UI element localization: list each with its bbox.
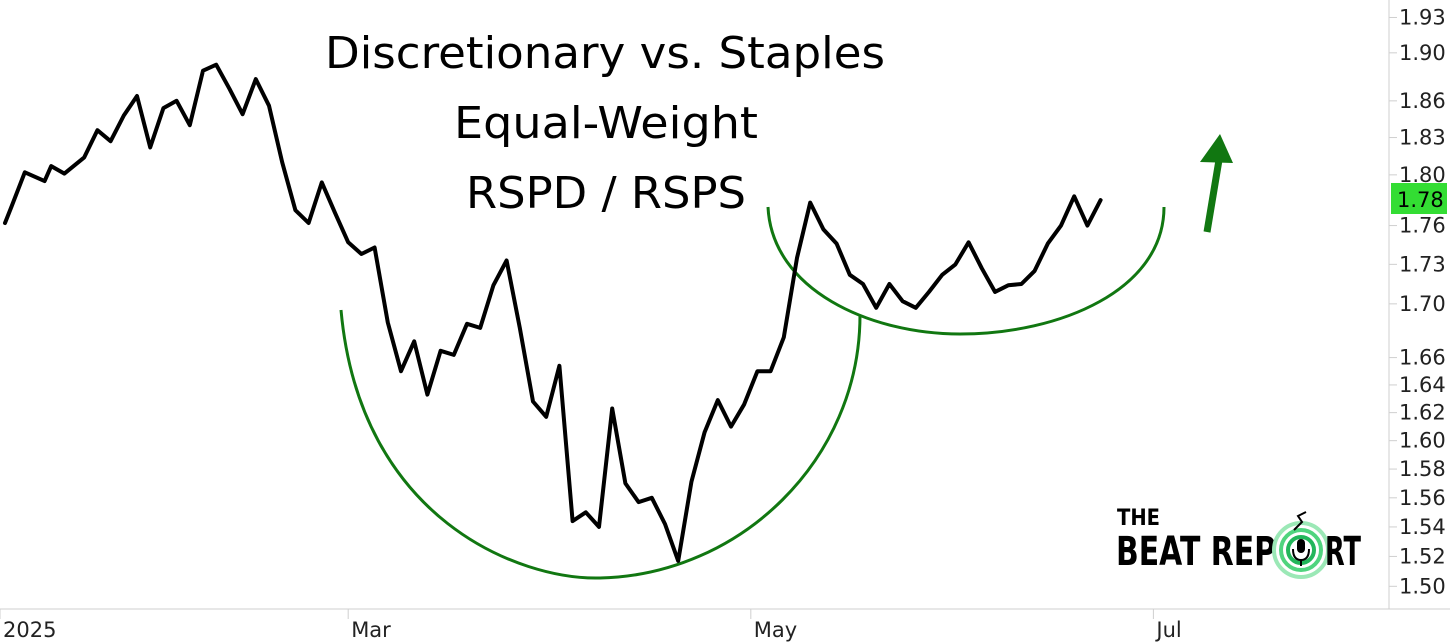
y-tick-label: 1.86 [1399, 89, 1446, 113]
y-tick-label: 1.80 [1399, 163, 1446, 187]
last-value-label: 1.78 [1397, 188, 1444, 212]
y-tick-label: 1.60 [1399, 429, 1446, 453]
y-tick-label: 1.66 [1399, 346, 1446, 370]
title-line-3: RSPD / RSPS [466, 168, 746, 219]
x-tick-label: 2025 [3, 618, 56, 642]
y-tick-label: 1.52 [1399, 544, 1446, 568]
logo-the: THE [1117, 506, 1160, 531]
title-line-2: Equal-Weight [454, 98, 758, 149]
logo-rt: RT [1325, 529, 1361, 575]
y-tick-label: 1.56 [1399, 486, 1446, 510]
x-axis-ticks: 2025 Mar May Jul [0, 609, 1182, 642]
handle-arc [766, 206, 1166, 336]
microphone-icon [1272, 511, 1330, 579]
y-tick-label: 1.64 [1399, 373, 1446, 397]
y-tick-label: 1.90 [1399, 41, 1446, 65]
x-tick-label: Jul [1154, 618, 1181, 642]
x-tick-label: May [754, 618, 797, 642]
up-arrow-icon [1200, 134, 1233, 233]
title-line-1: Discretionary vs. Staples [325, 28, 885, 79]
y-tick-label: 1.70 [1399, 292, 1446, 316]
y-tick-label: 1.58 [1399, 457, 1446, 481]
chart-title: Discretionary vs. Staples Equal-Weight R… [325, 28, 885, 219]
y-tick-label: 1.73 [1399, 252, 1446, 276]
y-tick-label: 1.93 [1399, 5, 1446, 29]
last-value-badge [1391, 183, 1447, 214]
y-axis-ticks: 1.93 1.90 1.86 1.83 1.80 1.76 1.73 1.70 1.66 1.64… [1389, 5, 1446, 598]
rounding-bottom-arc [339, 309, 862, 580]
x-tick-label: Mar [351, 618, 391, 642]
y-tick-label: 1.54 [1399, 515, 1446, 539]
price-series-line [3, 62, 1103, 563]
beat-report-logo: THE BEAT REP RT [1116, 506, 1361, 579]
y-tick-label: 1.62 [1399, 401, 1446, 425]
logo-beat-rep: BEAT REP [1116, 529, 1276, 575]
y-tick-label: 1.83 [1399, 126, 1446, 150]
y-tick-label: 1.76 [1399, 214, 1446, 238]
y-tick-label: 1.50 [1399, 574, 1446, 598]
